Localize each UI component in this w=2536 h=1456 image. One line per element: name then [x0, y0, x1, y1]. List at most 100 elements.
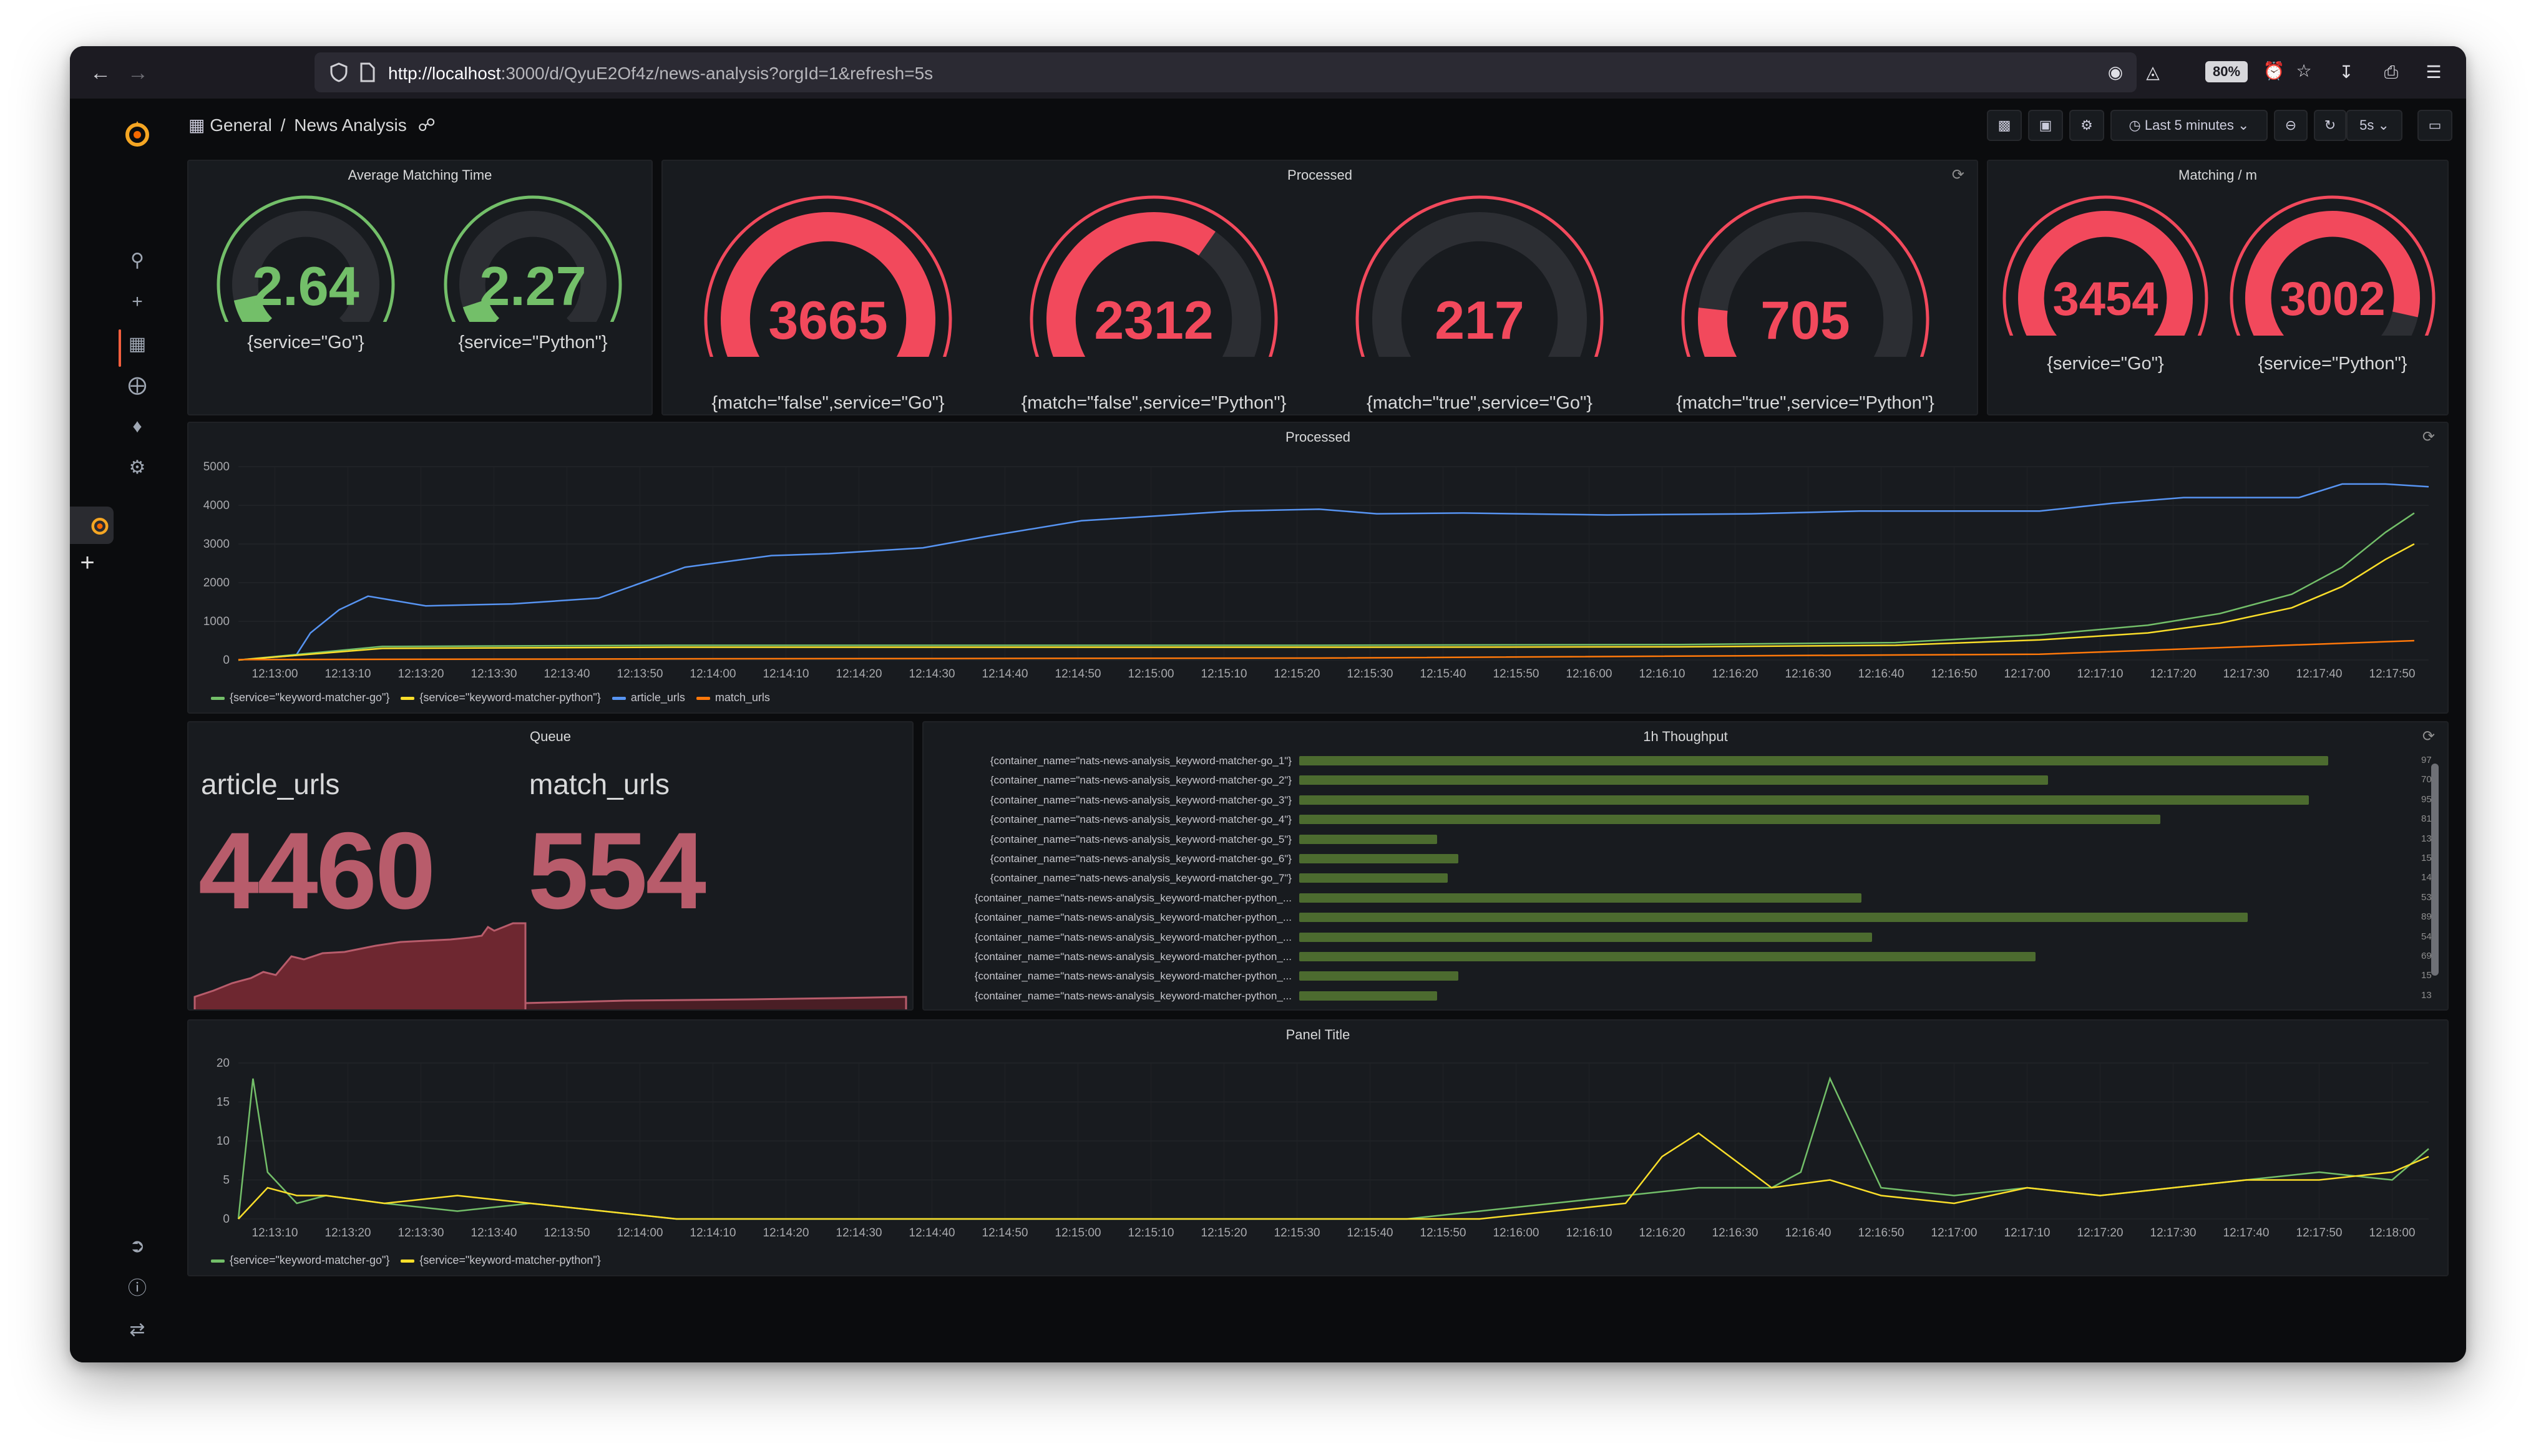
legend-item[interactable]: {service="keyword-matcher-python"} [401, 1254, 601, 1266]
bar [1299, 854, 1458, 863]
x-tick-label: 12:16:30 [1712, 1226, 1758, 1240]
panel-title[interactable]: Queue [529, 729, 572, 744]
gauge-value: 3002 [2280, 273, 2386, 326]
chart-legend: {service="keyword-matcher-go"} {service="… [211, 691, 781, 704]
gauge-fill [2245, 211, 2420, 336]
panel-matching-per-minute: Matching / m 3454 {service="Go"} 3002 {ser… [1987, 160, 2449, 415]
save-icon[interactable]: ▣ [2028, 110, 2063, 141]
bar [1299, 932, 1872, 942]
bar [1299, 815, 2161, 825]
gauge-threshold-arc [2002, 195, 2208, 336]
panel-title[interactable]: 1h Thoughput [1643, 729, 1728, 744]
panel-title[interactable]: Processed [1285, 429, 1350, 445]
refresh-icon[interactable]: ↻ [2314, 110, 2346, 141]
gauge-label: {service="Go"} [2047, 354, 2164, 374]
back-arrow-icon[interactable]: ← [90, 61, 111, 85]
bar-label: {container_name="nats-news-analysis_keyw… [990, 813, 1292, 826]
gauge-value: 217 [1435, 290, 1524, 351]
explore-compass-icon[interactable]: ⨁ [128, 375, 147, 396]
bar-value: 70 [2421, 774, 2432, 785]
plus-icon[interactable]: + [132, 291, 143, 312]
x-tick-label: 12:17:10 [2004, 1226, 2051, 1240]
mask-icon[interactable]: ◬ [2146, 62, 2160, 82]
forward-arrow-icon[interactable]: → [127, 61, 149, 85]
x-tick-label: 12:17:00 [2004, 667, 2051, 681]
series-line [238, 512, 2415, 661]
x-tick-label: 12:15:10 [1201, 667, 1247, 681]
bookmark-star-icon[interactable]: ☆ [2296, 61, 2312, 80]
gauge-track [232, 211, 379, 322]
x-tick-label: 12:16:40 [1785, 1226, 1831, 1240]
gauge-fill [2018, 211, 2193, 336]
legend-item[interactable]: {service="keyword-matcher-go"} [211, 691, 389, 704]
panel-title[interactable]: Matching / m [2178, 167, 2257, 183]
legend-item[interactable]: {service="keyword-matcher-python"} [401, 691, 601, 704]
bar-gauge-list[interactable]: {container_name="nats-news-analysis_keyw… [924, 751, 2434, 1007]
legend-item[interactable]: {service="keyword-matcher-go"} [211, 1254, 389, 1266]
search-icon[interactable]: ⚲ [130, 250, 144, 271]
url-text[interactable]: http://localhost:3000/d/QyuE2Of4z/news-a… [388, 64, 933, 84]
legend-item[interactable]: article_urls [612, 691, 685, 704]
time-picker-button[interactable]: ◷ Last 5 minutes ⌄ [2110, 110, 2268, 141]
zoom-out-icon[interactable]: ⊖ [2274, 110, 2308, 141]
breadcrumb-root[interactable]: General [210, 115, 272, 135]
scrollbar[interactable] [2431, 764, 2439, 976]
dashboard-settings-icon[interactable]: ⚙ [2069, 110, 2104, 141]
x-tick-label: 12:13:20 [325, 1226, 371, 1240]
x-tick-label: 12:13:00 [252, 667, 298, 681]
tv-mode-icon[interactable]: ▭ [2417, 110, 2452, 141]
browser-toolbar: ← → http://localhost:3000/d/QyuE2Of4z/ne… [70, 46, 2466, 100]
add-panel-icon[interactable]: ▩ [1987, 110, 2022, 141]
alarm-icon[interactable]: ⏰ [2263, 61, 2285, 80]
shield-icon[interactable] [329, 62, 348, 82]
x-tick-label: 12:17:00 [1931, 1226, 1978, 1240]
panel-title[interactable]: Panel Title [1285, 1027, 1350, 1042]
menu-icon[interactable]: ☰ [2426, 62, 2442, 82]
extensions-icon[interactable]: ⎙ [2384, 62, 2399, 82]
panel-title[interactable]: Average Matching Time [348, 167, 492, 183]
grafana-logo-icon[interactable] [122, 119, 152, 148]
gauge-label: {match="false",service="Python"} [1021, 393, 1287, 413]
alerting-bell-icon[interactable]: ♦ [132, 416, 142, 437]
series-line [238, 483, 2429, 661]
address-bar[interactable]: http://localhost:3000/d/QyuE2Of4z/news-a… [315, 52, 2312, 92]
dashboard-topbar: ▦ General / News Analysis ☍ ▩ ▣ ⚙ ◷ Last… [171, 100, 2466, 150]
gauge-fill [721, 212, 935, 357]
panel-title[interactable]: Processed [1287, 167, 1352, 183]
share-icon[interactable]: ☍ [417, 115, 436, 135]
x-tick-label: 12:17:30 [2150, 1226, 2197, 1240]
pocket-icon[interactable]: ◉ [2107, 62, 2124, 82]
x-tick-label: 12:16:20 [1712, 667, 1758, 681]
sidebar: ⚲ + ▦ ⨁ ♦ ⚙ + ➲ ⓘ ⇄ [70, 100, 171, 1362]
sign-in-icon[interactable]: ➲ [129, 1236, 145, 1256]
x-tick-label: 12:16:50 [1858, 1226, 1904, 1240]
legend-item[interactable]: match_urls [696, 691, 770, 704]
gauge-value: 705 [1760, 290, 1850, 351]
gauge-label: {service="Python"} [458, 332, 608, 352]
x-tick-label: 12:15:30 [1347, 667, 1393, 681]
gauge-arc [2230, 195, 2436, 336]
legend-swatch [401, 1259, 415, 1263]
download-icon[interactable]: ↧ [2339, 62, 2354, 82]
gauge-threshold-arc [1355, 195, 1604, 357]
zoom-badge[interactable]: 80% [2205, 61, 2248, 82]
gauge-value: 3665 [768, 290, 888, 351]
dashboards-icon[interactable]: ▦ [128, 334, 147, 354]
gauge-arc [704, 195, 952, 357]
dock-app-icon[interactable] [70, 507, 114, 544]
x-tick-label: 12:14:50 [1055, 667, 1101, 681]
bar-row: {container_name="nats-news-analysis_keyw… [924, 770, 2434, 790]
breadcrumb-page[interactable]: News Analysis [294, 115, 407, 135]
time-range-label: Last 5 minutes [2144, 117, 2234, 133]
gauge: 217 {match="true",service="Go"} [1320, 185, 1639, 413]
y-tick-label: 0 [223, 654, 230, 667]
add-tab-plus-icon[interactable]: + [80, 549, 95, 576]
settings-gear-icon[interactable]: ⚙ [129, 457, 146, 478]
panel-average-matching-time: Average Matching Time 2.64 {service="Go"}… [187, 160, 653, 415]
bar-label: {container_name="nats-news-analysis_keyw… [974, 989, 1292, 1002]
gauge-threshold-arc [444, 195, 622, 322]
bar-label: {container_name="nats-news-analysis_keyw… [990, 853, 1292, 865]
refresh-interval-picker[interactable]: 5s ⌄ [2346, 110, 2402, 141]
switch-icon[interactable]: ⇄ [129, 1319, 145, 1340]
help-icon[interactable]: ⓘ [128, 1278, 147, 1299]
